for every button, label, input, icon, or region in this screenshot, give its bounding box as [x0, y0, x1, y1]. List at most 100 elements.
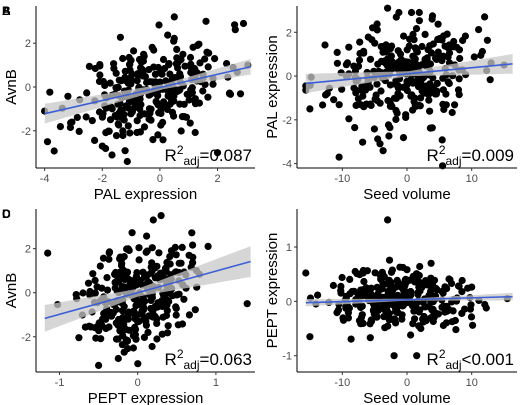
panel-c-point	[164, 322, 172, 330]
panel-a-point	[112, 132, 121, 140]
panel-c-point	[188, 229, 196, 237]
panel-c-point	[149, 216, 157, 224]
panel-b-point	[410, 98, 418, 106]
panel-b-point	[403, 86, 411, 95]
panel-a-point	[164, 31, 172, 39]
panel-c-point	[123, 337, 132, 345]
panel-d-point	[366, 334, 374, 342]
panel-a-point	[145, 115, 153, 123]
panel-b-point	[402, 111, 410, 119]
panel-d-point	[481, 300, 489, 309]
panel-b-y-tick-label: 0	[286, 71, 292, 83]
panel-d-point	[345, 304, 353, 312]
panel-c-point	[132, 302, 140, 310]
panel-d-fit-line	[305, 295, 513, 304]
panel-d-point	[452, 326, 460, 334]
panel-b-point	[395, 58, 403, 66]
panel-c-point	[75, 334, 83, 342]
panel-d-x-tick-label: 10	[466, 377, 478, 389]
panel-b-point	[421, 30, 429, 38]
panel-d-stat-annotation: R2adj<0.001	[427, 347, 514, 372]
panel-a-point	[157, 121, 165, 129]
panel-a-x-tick-label: 2	[214, 173, 220, 185]
panel-a-point	[127, 74, 135, 82]
panel-c-point	[96, 262, 104, 270]
panel-a-point	[150, 46, 158, 54]
panel-d-point	[404, 297, 412, 305]
panel-a-point	[91, 136, 99, 144]
panel-a-stat-part: R	[165, 146, 177, 165]
panel-d-point	[302, 269, 310, 277]
panel-a-point	[226, 89, 234, 97]
panel-d-point	[381, 307, 389, 315]
panel-c-point	[155, 249, 163, 257]
panel-b-point	[377, 87, 385, 95]
panel-a-point	[188, 84, 196, 92]
panel-a-point	[119, 127, 127, 135]
panel-b-point	[406, 35, 414, 43]
panel-d-x-tick-label: -10	[334, 377, 350, 389]
panel-c-point	[93, 283, 101, 291]
panel-b-point	[433, 55, 441, 64]
panel-d-point	[359, 266, 367, 275]
panel-c-point	[147, 304, 155, 313]
panel-d-point	[468, 283, 476, 291]
panel-b-stat-part: 2	[439, 143, 446, 157]
panel-a-point	[166, 70, 174, 78]
panel-d-y-tick-label: 1	[286, 242, 292, 254]
panel-c-point	[72, 291, 80, 299]
panel-b-point	[428, 15, 436, 23]
panel-d-point	[461, 305, 469, 313]
panel-c-point	[185, 311, 193, 319]
panel-b-y-tick-label: -4	[282, 159, 292, 171]
panel-b-x-tick-label: -10	[334, 173, 350, 185]
panel-b-point	[429, 40, 437, 48]
panel-a-point	[106, 79, 114, 87]
panel-c-point	[44, 249, 52, 257]
panel-a-point	[154, 63, 162, 72]
panel-c-point	[177, 259, 185, 267]
panel-b-point	[366, 83, 374, 91]
panel-d-point	[314, 291, 322, 299]
panel-c-point	[134, 360, 142, 368]
panel-d-point	[448, 279, 456, 288]
panel-b-point	[366, 55, 375, 63]
panel-d-point	[449, 307, 457, 315]
panel-a-point	[174, 64, 182, 72]
panel-a-point	[181, 62, 189, 70]
panel-b-point	[371, 95, 379, 103]
panel-a-point	[88, 117, 96, 125]
panel-a-point	[199, 87, 207, 95]
panel-b-point	[389, 58, 397, 66]
panel-b-point	[367, 101, 375, 109]
panel-c-point	[86, 287, 94, 296]
panel-b-point	[342, 61, 350, 69]
panel-b-point	[368, 36, 376, 44]
panel-a-point	[180, 113, 188, 121]
panel-b-point	[477, 51, 485, 59]
panel-c-point	[103, 274, 111, 282]
panel-a-point	[138, 65, 146, 74]
panel-b-x-tick-label: 10	[466, 173, 478, 185]
panel-b-point	[459, 36, 467, 45]
panel-c-point	[174, 321, 182, 329]
panel-c-stat-part: adj	[184, 358, 200, 372]
panel-d-point	[401, 282, 409, 290]
panel-b-point	[399, 134, 408, 142]
panel-a-point	[108, 105, 116, 113]
panel-a-point	[168, 108, 177, 116]
panel-b-y-axis-title: PAL expression	[264, 35, 281, 138]
panel-c-point	[141, 297, 149, 305]
panel-b-point	[486, 76, 494, 84]
panel-b-point	[379, 48, 387, 56]
panel-c-point	[143, 232, 151, 240]
panel-b-point	[338, 85, 346, 93]
panel-a-point	[236, 90, 245, 98]
panel-b-point	[387, 100, 395, 108]
panel-d-stat-part: <0.001	[462, 350, 514, 369]
panel-b-point	[456, 54, 464, 63]
panel-c-point	[153, 262, 161, 270]
panel-b-point	[376, 140, 384, 148]
panel-d-point	[384, 216, 392, 224]
